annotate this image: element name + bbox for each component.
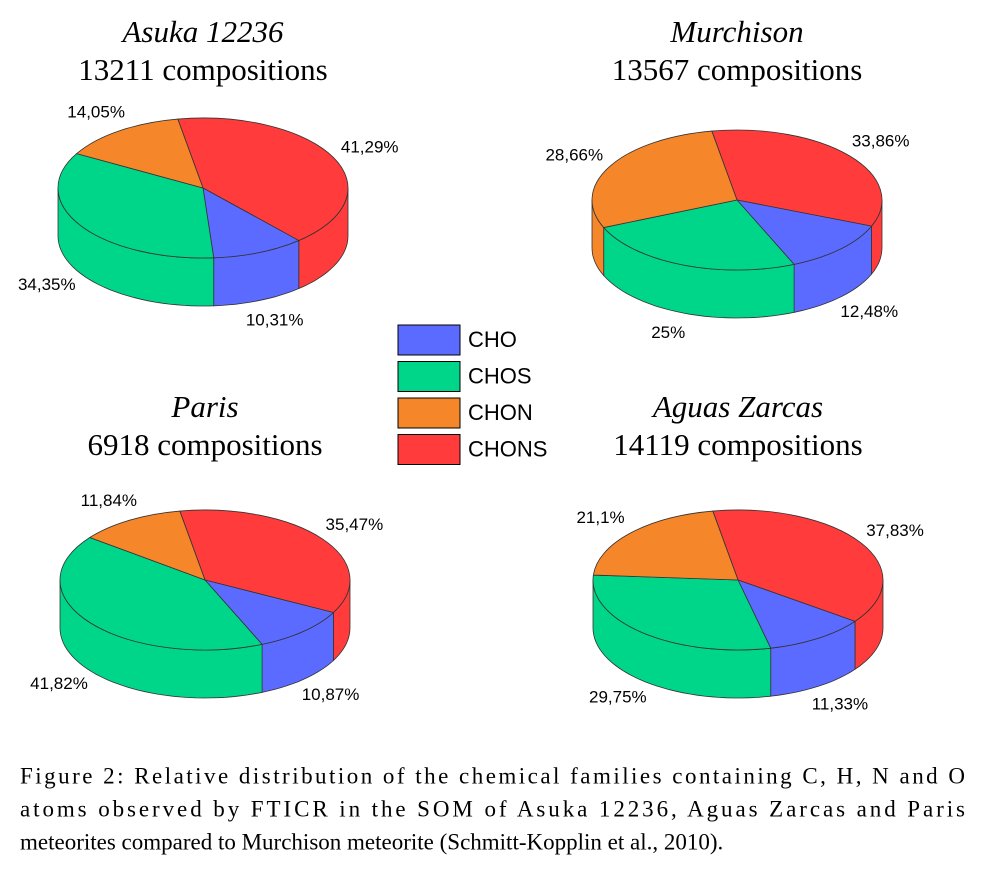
data-label: 21,1% <box>576 508 624 527</box>
chart-title: Murchison <box>669 14 803 49</box>
pie-slice <box>57 153 215 259</box>
pie-slice <box>75 118 204 189</box>
data-label: 14,05% <box>67 102 125 121</box>
legend-swatch <box>397 361 461 392</box>
pie-slice <box>202 187 300 259</box>
caption-line: meteorites compared to Murchison meteori… <box>20 829 723 854</box>
pie-slice <box>203 579 335 645</box>
chart-subtitle: 14119 compositions <box>613 427 862 462</box>
data-label: 10,31% <box>246 310 304 329</box>
legend-label: CHO <box>468 327 517 352</box>
legend-swatch <box>397 397 461 429</box>
data-label: 10,87% <box>302 685 360 704</box>
data-label: 34,35% <box>18 275 76 294</box>
pie-slice <box>712 509 884 622</box>
pie-slice <box>179 509 351 613</box>
data-label: 29,75% <box>589 687 647 706</box>
pie-slice <box>59 537 263 651</box>
data-label: 25% <box>651 323 685 342</box>
pie-slice <box>591 130 738 228</box>
data-label: 11,33% <box>812 694 868 713</box>
caption-line: Figure 2: Relative distribution of the c… <box>20 763 965 788</box>
pie-slice <box>737 579 856 649</box>
chart-title: Paris <box>170 389 238 424</box>
legend-label: CHOS <box>468 363 532 388</box>
legend-label: CHONS <box>468 436 547 461</box>
legend-swatch <box>397 434 461 465</box>
chart-subtitle: 13567 compositions <box>612 52 863 87</box>
data-label: 37,83% <box>866 521 924 540</box>
data-label: 41,82% <box>30 674 88 693</box>
legend-swatch <box>397 324 461 356</box>
chart-subtitle: 13211 compositions <box>78 52 327 87</box>
chart-title: Aguas Zarcas <box>651 389 823 424</box>
data-label: 28,66% <box>545 146 603 165</box>
data-label: 35,47% <box>326 515 384 534</box>
chart-title: Asuka 12236 <box>120 14 284 49</box>
pie-slice <box>177 117 349 241</box>
data-label: 41,29% <box>341 138 399 157</box>
legend-label: CHON <box>468 400 533 425</box>
data-label: 12,48% <box>840 302 898 321</box>
pie-slice <box>711 129 883 227</box>
chart-subtitle: 6918 compositions <box>87 427 322 462</box>
pie-slice <box>735 199 873 265</box>
caption-line: atoms observed by FTICR in the SOM of As… <box>20 796 965 821</box>
pie-slice <box>88 510 206 581</box>
pie-slice <box>592 574 772 651</box>
data-label: 33,86% <box>852 132 910 151</box>
pie-slice <box>602 199 795 271</box>
data-label: 11,84% <box>81 491 137 510</box>
pie-slice <box>592 510 739 581</box>
